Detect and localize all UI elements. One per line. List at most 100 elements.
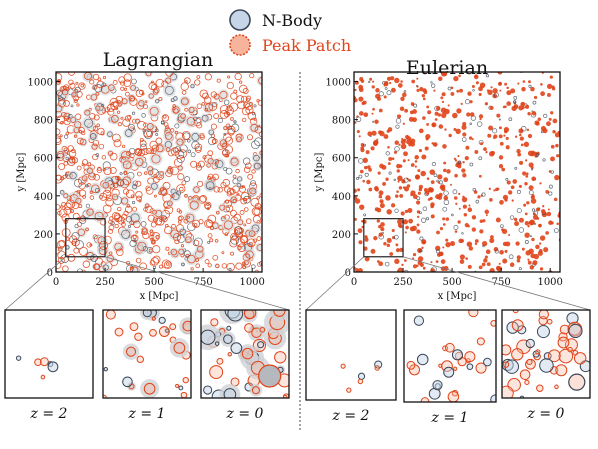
inset-redshift-label: z = 2 [30,406,68,422]
peakpatch-point [123,210,129,216]
peakpatch-point [443,168,447,173]
nbody-point [60,254,70,263]
nbody-point [181,262,185,267]
inset-nbody-point [15,355,22,361]
nbody-point [403,177,409,183]
zoom-box [65,218,106,258]
peakpatch-point [373,235,378,241]
peakpatch-point [73,98,78,103]
peakpatch-point [537,250,543,256]
peakpatch-point [237,243,246,252]
peakpatch-point [237,101,246,110]
peakpatch-point [56,152,65,161]
peakpatch-point [363,112,369,118]
peakpatch-point [93,174,100,181]
nbody-point [509,215,515,220]
peakpatch-point [236,95,245,104]
peakpatch-point [458,74,461,78]
peakpatch-point [116,248,124,256]
peakpatch-point [444,108,450,115]
peakpatch-point [162,114,167,119]
inset-peakpatch-point [274,351,287,364]
peakpatch-point [227,75,231,79]
peakpatch-point [371,130,377,136]
peakpatch-point [518,133,522,137]
peakpatch-point [371,85,375,89]
peakpatch-point [427,187,433,193]
peakpatch-point [210,91,217,98]
peakpatch-point [122,188,130,195]
peakpatch-point [478,265,483,270]
peakpatch-point [129,97,138,106]
peakpatch-point [174,130,179,135]
peakpatch-point [191,219,201,228]
peakpatch-point [548,117,552,121]
inset-nbody-point [223,388,237,398]
peakpatch-point [441,112,447,119]
nbody-point [142,246,148,252]
peakpatch-point [550,111,554,115]
halo-shadow [243,248,256,261]
peakpatch-point [91,143,98,150]
halo-shadow [184,115,198,128]
inset-plot [406,310,496,402]
peakpatch-point [99,194,103,199]
nbody-point [553,228,559,233]
peakpatch-point [194,146,202,153]
nbody-point [169,73,177,81]
peakpatch-point [129,266,139,272]
peakpatch-point [380,222,385,227]
peakpatch-point [232,199,237,203]
nbody-point [518,227,525,233]
inset-frame [501,309,591,399]
peakpatch-point [505,145,510,150]
peakpatch-point [383,84,386,87]
peakpatch-point [478,86,483,92]
lagrangian-title: Lagrangian [103,49,214,71]
peakpatch-point [481,240,488,247]
inset-redshift-label: z = 1 [128,406,166,422]
nbody-point [101,82,107,88]
peakpatch-point [374,187,379,192]
nbody-point [419,236,424,241]
peakpatch-point [57,210,62,216]
peakpatch-point [149,234,155,240]
peakpatch-point [123,73,132,82]
peakpatch-point [152,245,161,254]
peakpatch-point [546,211,552,217]
halo-shadow [67,170,79,181]
peakpatch-point [400,96,405,102]
peakpatch-point [391,157,395,161]
nbody-point [102,161,111,170]
peakpatch-point [516,149,521,154]
peakpatch-point [56,128,61,136]
peakpatch-point [529,219,535,225]
peakpatch-point [87,162,92,167]
peakpatch-point [536,217,540,220]
y-tick-label: 0 [345,268,351,279]
peakpatch-point [427,110,432,115]
peakpatch-point [503,126,510,133]
peakpatch-point [150,257,160,266]
peakpatch-point [178,149,188,159]
nbody-legend-label: N-Body [262,11,322,30]
peakpatch-point [400,143,407,150]
peakpatch-point [518,217,524,223]
peakpatch-point [526,201,530,205]
peakpatch-point [106,254,114,263]
peakpatch-point [95,105,101,111]
peakpatch-point [223,111,231,118]
peakpatch-point [78,204,83,209]
nbody-point [242,157,251,165]
peakpatch-point [205,219,214,228]
peakpatch-point [98,246,108,255]
peakpatch-point [354,198,361,204]
peakpatch-point [223,220,233,230]
peakpatch-point [235,262,243,270]
peakpatch-point [530,198,537,204]
inset-peakpatch-point [573,352,587,365]
peakpatch-point [171,223,176,229]
peakpatch-point [403,151,408,157]
peakpatch-point [444,128,447,131]
halo-shadow [119,227,133,241]
